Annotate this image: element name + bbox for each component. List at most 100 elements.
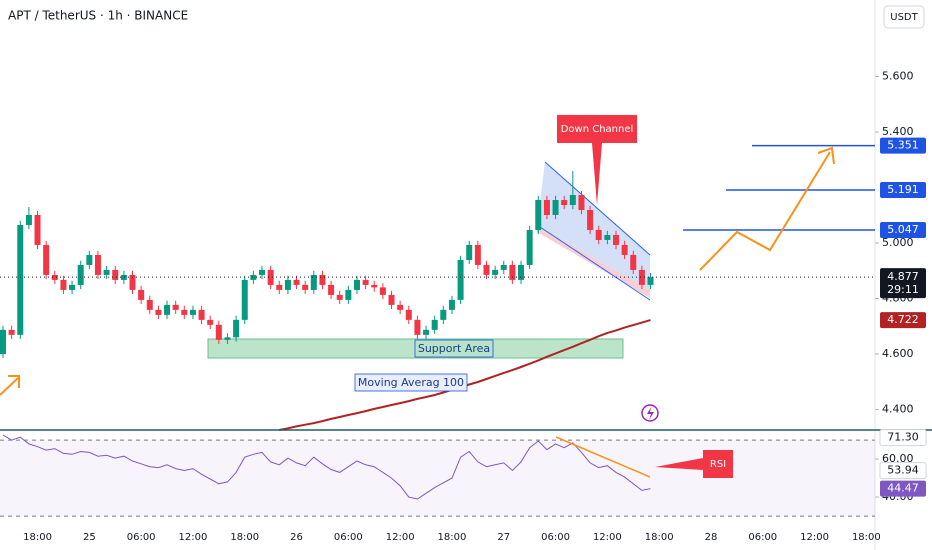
- candle-body: [241, 279, 248, 320]
- candle-body: [293, 279, 300, 285]
- callout-text: Down Channel: [561, 124, 634, 135]
- currency-box: [883, 5, 925, 29]
- candle-body: [569, 195, 576, 206]
- candle-body: [267, 269, 274, 285]
- candle-body: [224, 337, 231, 340]
- rsi-band-fill: [0, 440, 875, 517]
- rsi-tag-label: 44.47: [887, 482, 919, 495]
- candle-body: [77, 264, 84, 285]
- candle-body: [155, 309, 162, 315]
- currency: USDT: [890, 12, 918, 23]
- candle-body: [120, 274, 127, 280]
- level-tag: [880, 221, 926, 238]
- candle-body: [319, 274, 326, 285]
- y-tick-label: 4.400: [882, 402, 914, 415]
- candle-body: [233, 319, 240, 338]
- x-tick-label: 18:00: [438, 532, 467, 543]
- candle-body: [518, 264, 525, 280]
- candle-body: [8, 329, 15, 335]
- projection-arrow: [0, 377, 19, 396]
- candle-body: [483, 264, 490, 275]
- x-tick-label: 12:00: [800, 532, 829, 543]
- x-tick-label: 18:00: [852, 532, 881, 543]
- candle-body: [189, 309, 196, 315]
- x-tick-label: 18:00: [645, 532, 674, 543]
- candle-body: [328, 284, 335, 295]
- candle-body: [621, 244, 628, 255]
- rsi-tick-label: 60.00: [882, 452, 914, 465]
- rsi-tag: [880, 480, 926, 497]
- candle-body: [466, 244, 473, 260]
- candle-body: [86, 254, 93, 265]
- arrow-head: [817, 146, 835, 165]
- candle-body: [388, 294, 395, 305]
- event-icon-bolt: [647, 407, 654, 420]
- x-tick-label: 18:00: [230, 532, 259, 543]
- rsi-tag: [879, 462, 927, 480]
- candle-body: [284, 279, 291, 290]
- x-tick-label: 06:00: [127, 532, 156, 543]
- candle-body: [69, 284, 76, 290]
- candle-body: [647, 277, 654, 285]
- candle-body: [94, 254, 101, 275]
- candle-body: [587, 210, 594, 230]
- rsi-tag-label: 71.30: [887, 431, 919, 444]
- candle-body: [146, 299, 153, 310]
- x-tick-label: 06:00: [334, 532, 363, 543]
- callout: [655, 450, 733, 478]
- candle-body: [414, 319, 421, 335]
- candle-body: [431, 319, 438, 330]
- candle-body: [310, 274, 317, 290]
- candle-body: [353, 279, 360, 290]
- candle-body: [630, 254, 637, 270]
- candle-body: [259, 269, 266, 275]
- candle-body: [423, 329, 430, 335]
- candle-body: [250, 274, 257, 280]
- marks: [0, 76, 879, 517]
- rsi-line: [2, 434, 651, 500]
- candle-body: [302, 284, 309, 290]
- candle-body: [198, 309, 205, 320]
- candle-body: [25, 215, 32, 225]
- label-box: [414, 339, 494, 358]
- level-label: 5.191: [887, 183, 919, 196]
- channel-line: [536, 224, 651, 301]
- candle-body: [276, 284, 283, 290]
- candle-body: [526, 229, 533, 265]
- candle-body: [552, 200, 559, 215]
- candle-body: [345, 289, 352, 300]
- rsi-trendline: [555, 436, 651, 478]
- x-tick-label: 27: [497, 532, 510, 543]
- y-tick-label: 5.400: [882, 125, 914, 138]
- candle-body: [448, 299, 455, 310]
- candle-body: [138, 289, 145, 300]
- candle-body: [543, 200, 550, 215]
- level-tag: [880, 182, 926, 199]
- candle-body: [371, 284, 378, 288]
- ma-label: Moving Averag 100: [358, 376, 464, 389]
- x-tick-label: 26: [290, 532, 303, 543]
- candle-body: [440, 309, 447, 320]
- x-tick-label: 28: [705, 532, 718, 543]
- candle-body: [397, 304, 404, 310]
- candle-body: [336, 294, 343, 300]
- symbol-title: APT / TetherUS · 1h · BINANCE: [8, 9, 188, 23]
- candle-body: [362, 279, 369, 285]
- candle-body: [500, 264, 507, 270]
- candle-body: [172, 304, 179, 310]
- candle-body: [34, 215, 41, 245]
- countdown: 29:11: [887, 283, 919, 296]
- candle-body: [604, 234, 611, 240]
- candle-body: [17, 224, 24, 335]
- candle-body: [612, 234, 619, 245]
- arrow-head: [8, 375, 20, 388]
- candle-body: [103, 269, 110, 275]
- candle-body: [474, 244, 481, 265]
- candle-body: [43, 244, 50, 275]
- candle-body: [595, 229, 602, 240]
- last-price-tag: [880, 268, 926, 299]
- y-tick-label: 5.600: [882, 70, 914, 83]
- x-tick-label: 06:00: [748, 532, 777, 543]
